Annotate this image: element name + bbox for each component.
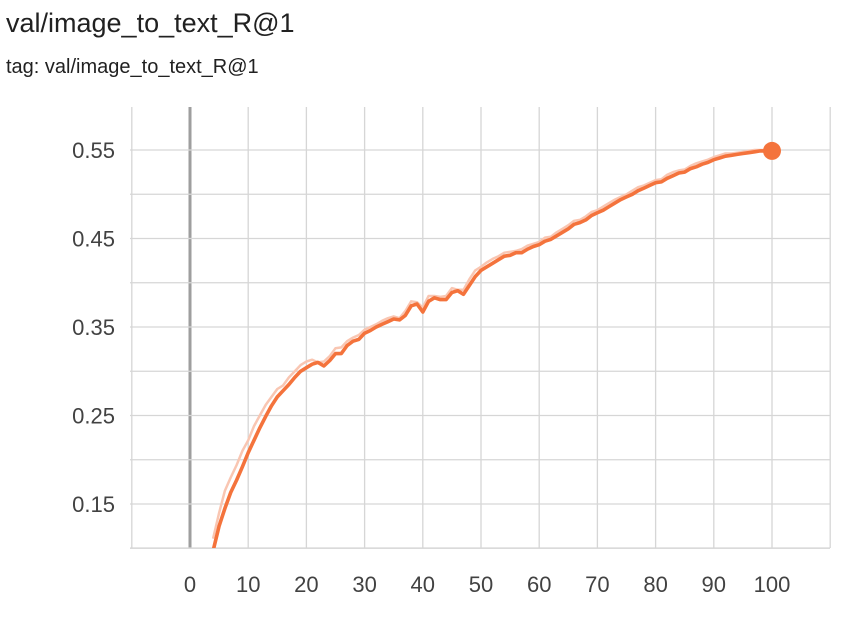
x-tick-label: 40 — [411, 572, 435, 597]
markers — [763, 141, 781, 160]
x-tick-label: 80 — [643, 572, 667, 597]
y-tick-label: 0.35 — [72, 315, 115, 340]
x-tick-label: 50 — [469, 572, 493, 597]
y-tick-label: 0.45 — [72, 227, 115, 252]
y-tick-label: 0.15 — [72, 492, 115, 517]
x-tick-label: 20 — [294, 572, 318, 597]
chart-tag: tag: val/image_to_text_R@1 — [6, 56, 259, 78]
x-tick-label: 100 — [754, 572, 791, 597]
last-point-marker[interactable] — [763, 141, 781, 160]
y-tick-label: 0.55 — [72, 138, 115, 163]
series-line-raw — [212, 148, 774, 539]
x-tick-label: 0 — [184, 572, 196, 597]
x-tick-label: 90 — [702, 572, 726, 597]
series-line-smoothed — [211, 149, 774, 548]
x-tick-label: 70 — [585, 572, 609, 597]
tick-labels: 0 10 20 30 40 50 60 70 80 90 100 0.15 0.25 0.35 0.45 0.… — [72, 138, 790, 597]
chart-title: val/image_to_text_R@1 — [6, 8, 295, 38]
x-tick-label: 60 — [527, 572, 551, 597]
series-lines — [211, 148, 774, 548]
x-tick-label: 30 — [352, 572, 376, 597]
y-tick-label: 0.25 — [72, 404, 115, 429]
x-tick-label: 10 — [236, 572, 260, 597]
